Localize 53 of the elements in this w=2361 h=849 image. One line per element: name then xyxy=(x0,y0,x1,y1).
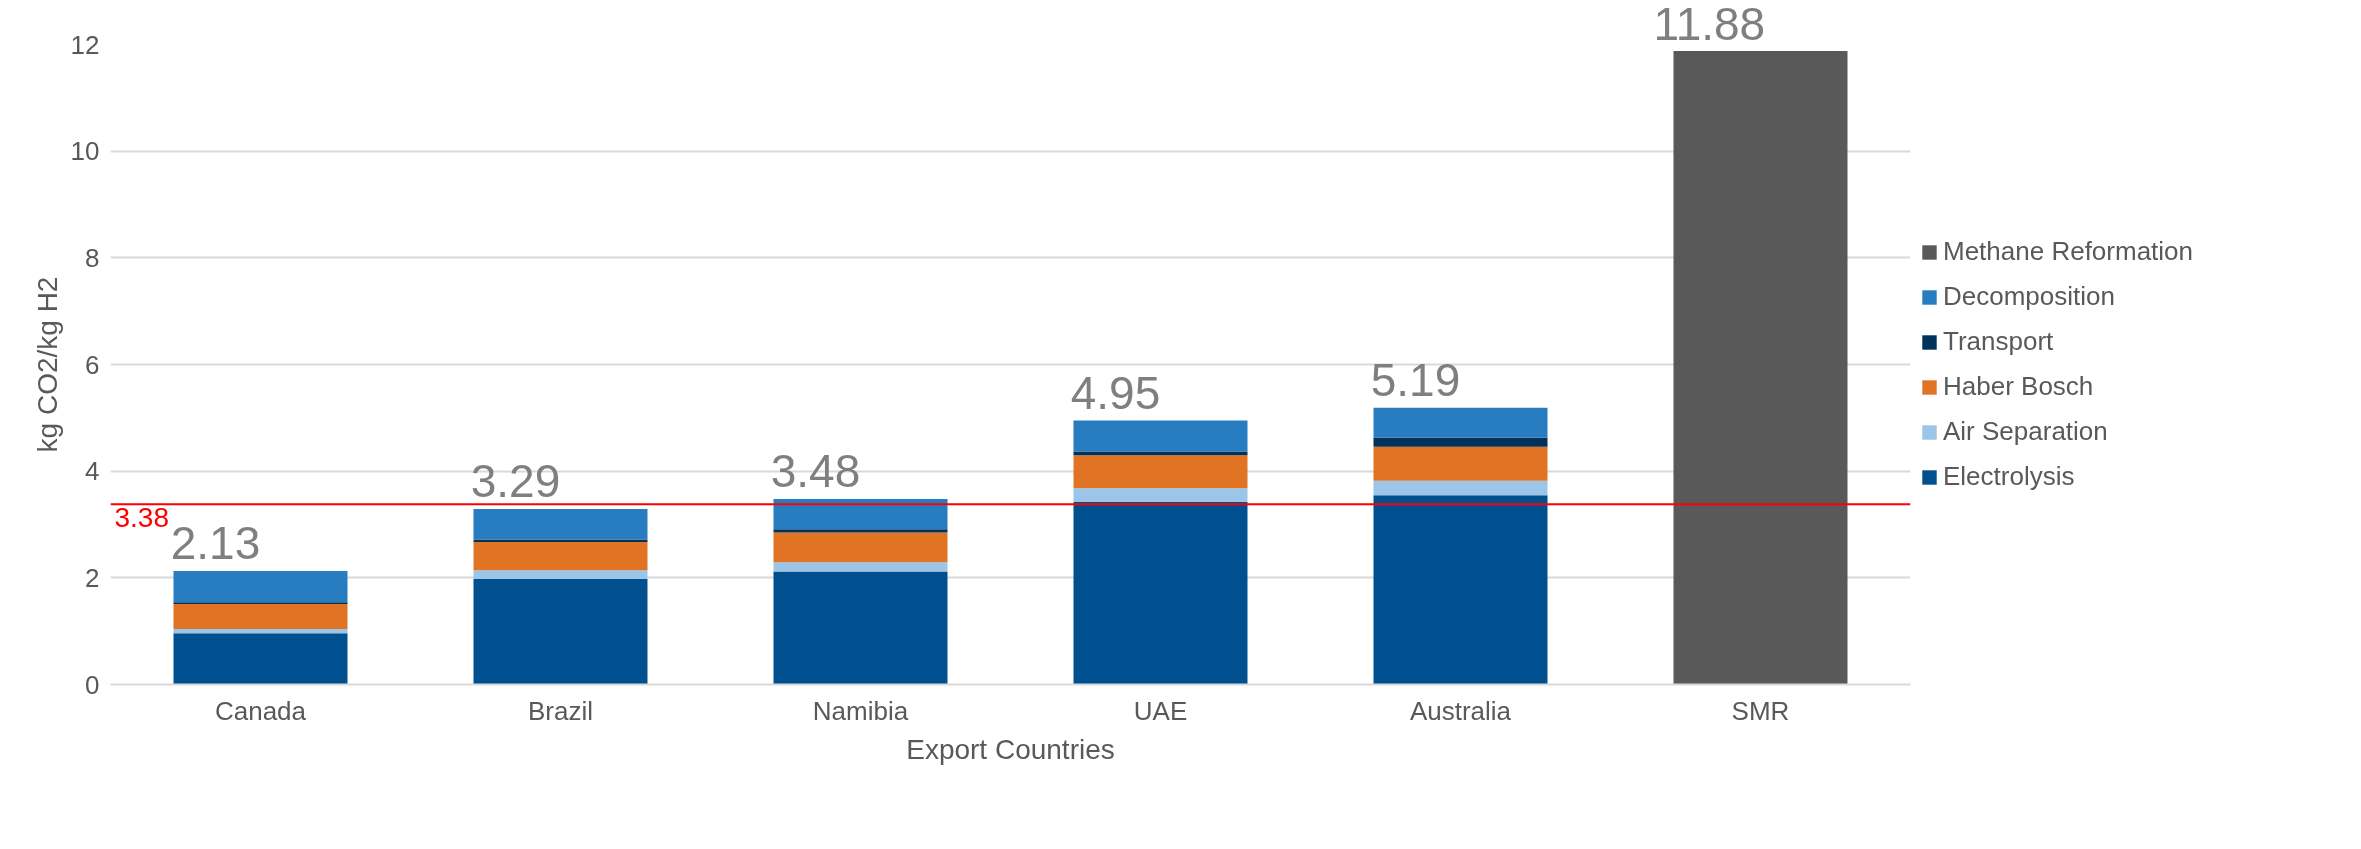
bar xyxy=(1373,446,1548,481)
bar xyxy=(473,542,648,571)
y-tick-label: 2 xyxy=(85,562,100,593)
bar xyxy=(1373,407,1548,438)
bar xyxy=(173,570,348,603)
legend-label: Electrolysis xyxy=(1943,461,2075,492)
bar xyxy=(773,529,948,533)
bar xyxy=(1373,495,1548,685)
total-label: 11.88 xyxy=(1653,0,1766,50)
x-tick-label: Brazil xyxy=(527,695,594,726)
bar xyxy=(173,629,348,634)
x-axis-title: Export Countries xyxy=(906,733,1115,765)
x-tick-label: Australia xyxy=(1409,695,1512,726)
bar xyxy=(1373,437,1548,447)
bar xyxy=(1073,420,1248,452)
total-label: 5.19 xyxy=(1370,353,1461,406)
legend-label: Air Separation xyxy=(1943,416,2108,447)
y-tick-label: 10 xyxy=(70,136,100,167)
bar xyxy=(1373,480,1548,496)
bar xyxy=(473,509,648,540)
x-tick-label: UAE xyxy=(1133,695,1188,726)
ref-line-label: 3.38 xyxy=(114,502,169,534)
y-tick-label: 8 xyxy=(85,242,100,273)
legend-label: Transport xyxy=(1943,326,2054,357)
total-label: 3.48 xyxy=(770,444,861,497)
bar xyxy=(773,498,948,530)
total-label: 4.95 xyxy=(1070,366,1161,419)
bar xyxy=(173,633,348,685)
bar xyxy=(473,539,648,543)
total-label: 2.13 xyxy=(170,516,261,569)
bar xyxy=(1073,451,1248,456)
bar xyxy=(1073,488,1248,503)
bar xyxy=(1073,502,1248,685)
bar xyxy=(1073,455,1248,489)
bar xyxy=(473,578,648,685)
legend-label: Decomposition xyxy=(1943,281,2115,312)
legend-label: Haber Bosch xyxy=(1943,371,2094,402)
y-tick-label: 12 xyxy=(70,29,100,60)
y-tick-label: 6 xyxy=(85,349,100,380)
y-tick-label: 4 xyxy=(85,456,100,487)
x-tick-label: Canada xyxy=(214,695,307,726)
bar xyxy=(773,562,948,572)
bar xyxy=(473,570,648,579)
bar xyxy=(773,532,948,563)
legend-label: Methane Reformation xyxy=(1943,236,2194,267)
bar xyxy=(773,571,948,685)
y-tick-label: 0 xyxy=(85,669,100,700)
y-axis-title: kg CO2/kg H2 xyxy=(31,276,63,453)
x-tick-label: SMR xyxy=(1731,695,1790,726)
bar xyxy=(173,603,348,630)
bar xyxy=(1673,50,1848,685)
x-tick-label: Namibia xyxy=(812,695,909,726)
total-label: 3.29 xyxy=(470,455,561,508)
